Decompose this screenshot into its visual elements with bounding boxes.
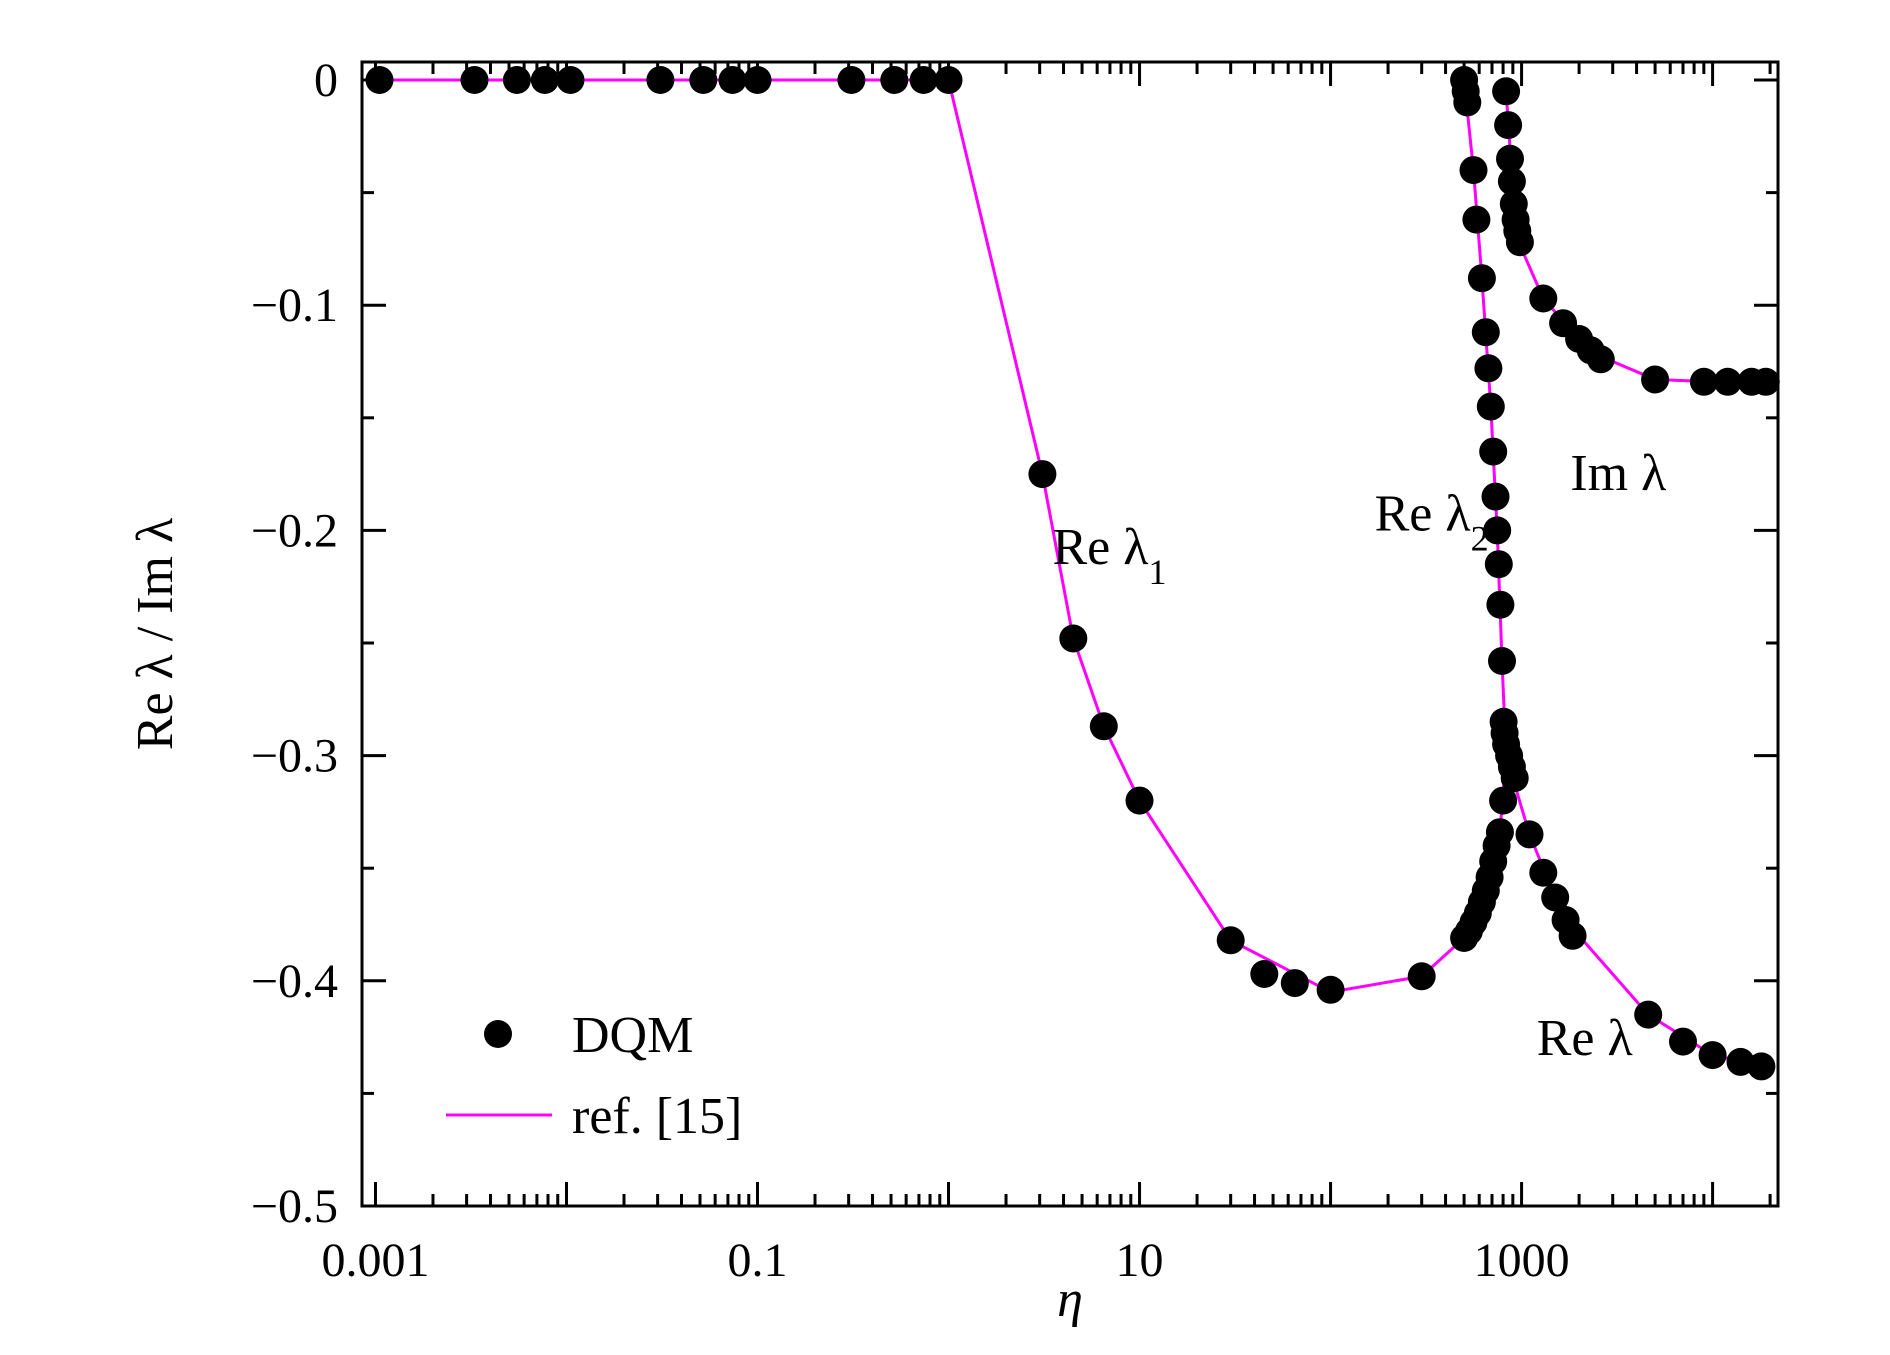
dqm-point-2 bbox=[502, 66, 531, 94]
dqm-point-13 bbox=[1028, 460, 1057, 489]
dqm-point-44 bbox=[1483, 516, 1512, 545]
annotation-subscript: 2 bbox=[1471, 518, 1489, 558]
dqm-point-76 bbox=[1586, 345, 1615, 374]
dqm-point-31 bbox=[1485, 818, 1514, 847]
dqm-point-46 bbox=[1486, 590, 1515, 619]
y-tick-label: −0.5 bbox=[251, 1180, 338, 1233]
dqm-point-39 bbox=[1471, 318, 1500, 347]
dqm-point-32 bbox=[1489, 786, 1518, 815]
data-layer bbox=[365, 66, 1780, 1081]
dqm-point-17 bbox=[1216, 926, 1245, 955]
dqm-point-19 bbox=[1280, 969, 1309, 998]
dqm-point-18 bbox=[1250, 960, 1279, 988]
dqm-point-36 bbox=[1459, 156, 1488, 185]
dqm-point-67 bbox=[1497, 167, 1526, 196]
dqm-point-79 bbox=[1713, 367, 1742, 396]
dqm-point-77 bbox=[1641, 365, 1670, 394]
dqm-point-43 bbox=[1481, 482, 1510, 511]
dqm-point-10 bbox=[880, 66, 909, 94]
x-tick-label: 10 bbox=[1116, 1234, 1164, 1287]
x-tick-label: 0.001 bbox=[321, 1234, 429, 1287]
y-tick-label: −0.2 bbox=[251, 504, 338, 557]
dqm-point-71 bbox=[1505, 228, 1534, 257]
dqm-point-15 bbox=[1089, 712, 1118, 741]
y-tick-label: −0.3 bbox=[251, 730, 338, 783]
dqm-point-42 bbox=[1479, 437, 1508, 466]
dqm-point-4 bbox=[556, 66, 585, 94]
dqm-point-16 bbox=[1125, 786, 1154, 815]
dqm-point-65 bbox=[1494, 111, 1523, 140]
legend-label-ref: ref. [15] bbox=[572, 1088, 742, 1145]
dqm-point-72 bbox=[1529, 284, 1558, 313]
dqm-point-9 bbox=[837, 66, 866, 94]
dqm-point-37 bbox=[1462, 205, 1491, 234]
dqm-point-56 bbox=[1541, 883, 1570, 912]
legend-marker-dqm bbox=[484, 1020, 512, 1048]
dqm-point-59 bbox=[1634, 1000, 1663, 1029]
dqm-point-45 bbox=[1484, 550, 1513, 579]
legend-label-dqm: DQM bbox=[572, 1007, 693, 1064]
dqm-point-5 bbox=[646, 66, 675, 94]
dqm-point-55 bbox=[1529, 858, 1558, 887]
y-tick-label: −0.4 bbox=[251, 955, 338, 1008]
dqm-point-6 bbox=[689, 66, 718, 94]
dqm-point-38 bbox=[1467, 264, 1496, 293]
legend: DQM ref. [15] bbox=[446, 1007, 742, 1145]
dqm-point-61 bbox=[1698, 1041, 1727, 1070]
annotation-label: Re λ bbox=[1537, 1010, 1633, 1067]
dqm-point-14 bbox=[1059, 624, 1088, 653]
dqm-point-40 bbox=[1474, 354, 1503, 383]
y-tick-label: 0 bbox=[314, 54, 338, 107]
dqm-point-1 bbox=[460, 66, 489, 94]
dqm-point-64 bbox=[1492, 77, 1521, 106]
dqm-point-54 bbox=[1515, 820, 1544, 849]
plot-frame bbox=[360, 60, 1780, 1208]
annotation-label: Im λ bbox=[1570, 445, 1666, 502]
x-tick-label: 1000 bbox=[1474, 1234, 1570, 1287]
dqm-point-58 bbox=[1558, 921, 1587, 950]
annotation-subscript: 1 bbox=[1148, 552, 1166, 592]
dqm-point-47 bbox=[1488, 647, 1516, 675]
y-tick-label: −0.1 bbox=[251, 279, 338, 332]
dqm-point-63 bbox=[1747, 1052, 1776, 1081]
dqm-point-66 bbox=[1496, 144, 1524, 173]
dqm-point-60 bbox=[1669, 1027, 1697, 1056]
x-tick-label: 0.1 bbox=[728, 1234, 788, 1287]
x-axis-title: η bbox=[1057, 1271, 1083, 1328]
dqm-point-35 bbox=[1453, 88, 1482, 117]
dqm-point-20 bbox=[1316, 975, 1345, 1004]
y-axis-title: Re λ / Im λ bbox=[127, 518, 184, 750]
dqm-point-7 bbox=[718, 66, 747, 94]
dqm-point-62 bbox=[1726, 1047, 1755, 1076]
ticks-layer: 0.001 0.1 10 1000 0 −0.1 −0.2 −0.3 −0.4 −0.5 bbox=[251, 54, 1778, 1287]
dqm-point-21 bbox=[1407, 962, 1436, 991]
dqm-point-41 bbox=[1476, 392, 1505, 421]
dqm-point-11 bbox=[909, 66, 938, 94]
dqm-point-3 bbox=[530, 66, 559, 94]
dqm-point-81 bbox=[1751, 367, 1780, 396]
dqm-point-78 bbox=[1689, 367, 1718, 396]
dqm-point-53 bbox=[1500, 764, 1529, 793]
